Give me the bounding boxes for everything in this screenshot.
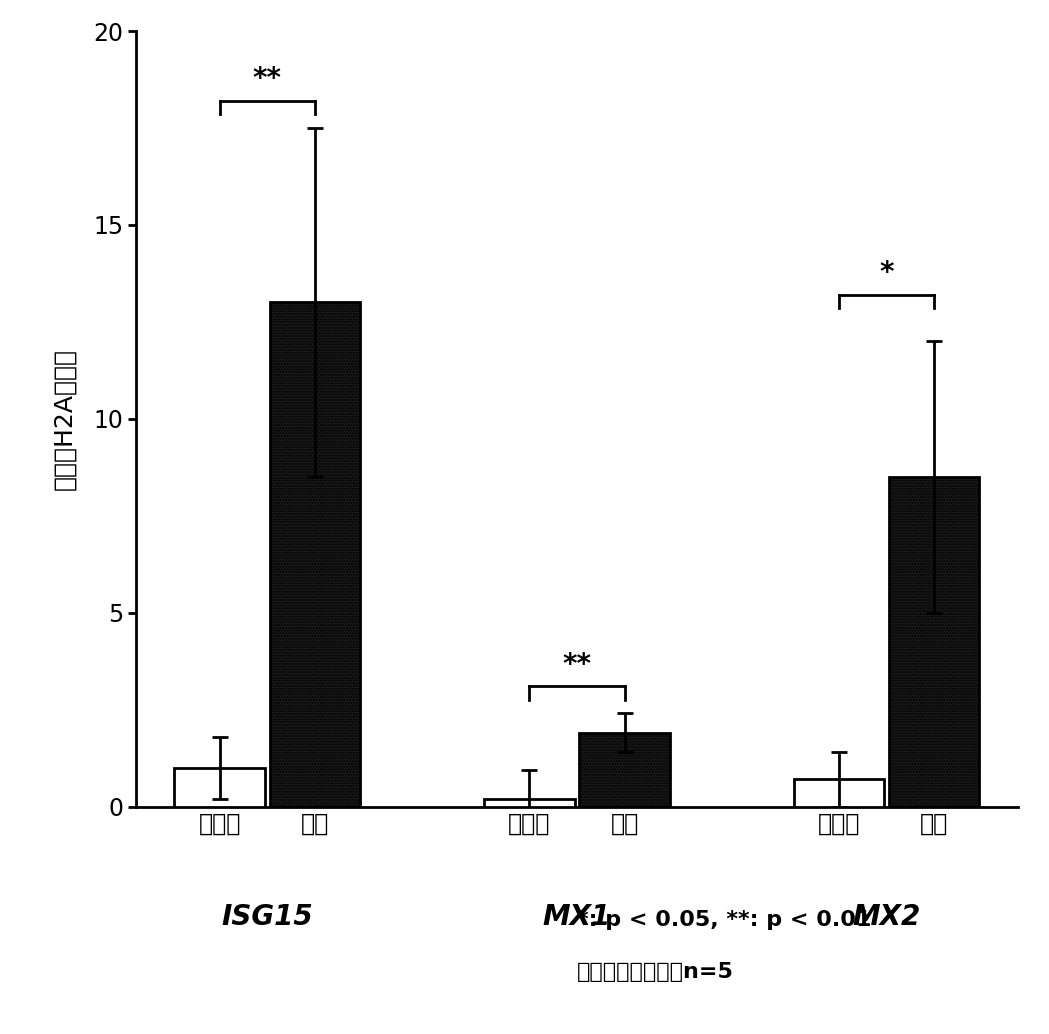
Bar: [579, 733, 670, 807]
Text: *: p < 0.05, **: p < 0.01: *: p < 0.05, **: p < 0.01: [577, 910, 872, 930]
Bar: [270, 302, 360, 807]
Bar: [174, 767, 265, 807]
Text: ISG15: ISG15: [221, 904, 314, 932]
Text: **: **: [562, 650, 592, 678]
Text: MX1: MX1: [542, 904, 612, 932]
Bar: [484, 799, 575, 807]
Text: *: *: [879, 258, 894, 286]
Text: MX2: MX2: [853, 904, 921, 932]
Y-axis label: 相对于H2A的表达: 相对于H2A的表达: [52, 347, 77, 490]
Bar: [889, 477, 980, 807]
Text: 妊娠、非妊娠均为n=5: 妊娠、非妊娠均为n=5: [577, 962, 734, 981]
Bar: [794, 780, 884, 807]
Text: **: **: [253, 65, 282, 93]
